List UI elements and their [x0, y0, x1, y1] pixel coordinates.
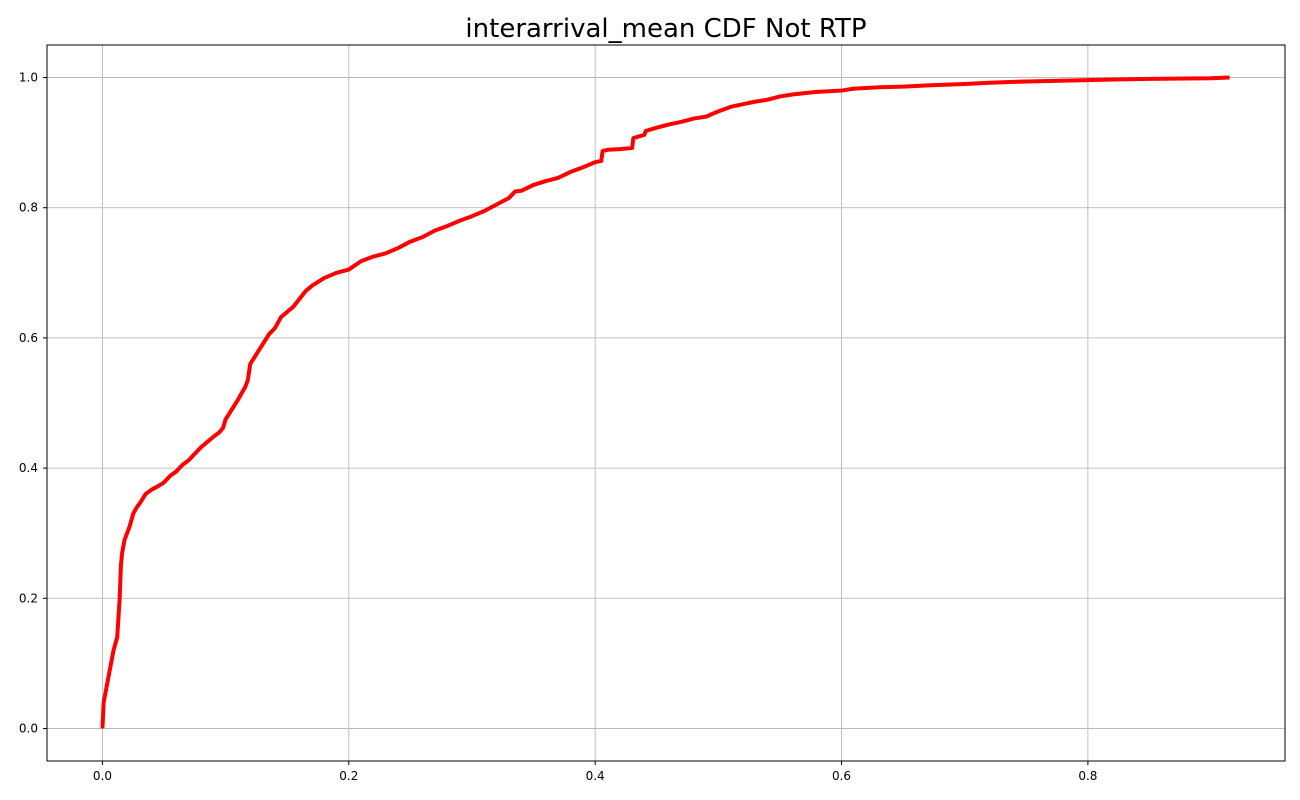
- y-tick-label: 0.8: [19, 201, 38, 215]
- y-tick-label: 0.2: [19, 591, 38, 605]
- chart-title: interarrival_mean CDF Not RTP: [465, 14, 866, 44]
- series-layer: [100, 75, 1230, 729]
- y-tick-label: 0.0: [19, 721, 38, 735]
- plot-frame: [46, 44, 1286, 762]
- y-tick-label: 0.4: [19, 461, 38, 475]
- x-tick-label: 0.6: [832, 769, 851, 783]
- x-axis-ticks: 0.0 0.2 0.4 0.6 0.8: [93, 761, 1097, 783]
- grid-lines: [47, 45, 1285, 761]
- y-tick-label: 0.6: [19, 331, 38, 345]
- x-tick-label: 0.8: [1078, 769, 1097, 783]
- cdf-series-line: [100, 75, 1230, 729]
- y-tick-label: 1.0: [19, 71, 38, 85]
- x-tick-label: 0.4: [586, 769, 605, 783]
- x-tick-label: 0.0: [93, 769, 112, 783]
- y-axis-ticks: 0.0 0.2 0.4 0.6 0.8 1.0: [19, 71, 47, 735]
- x-tick-label: 0.2: [339, 769, 358, 783]
